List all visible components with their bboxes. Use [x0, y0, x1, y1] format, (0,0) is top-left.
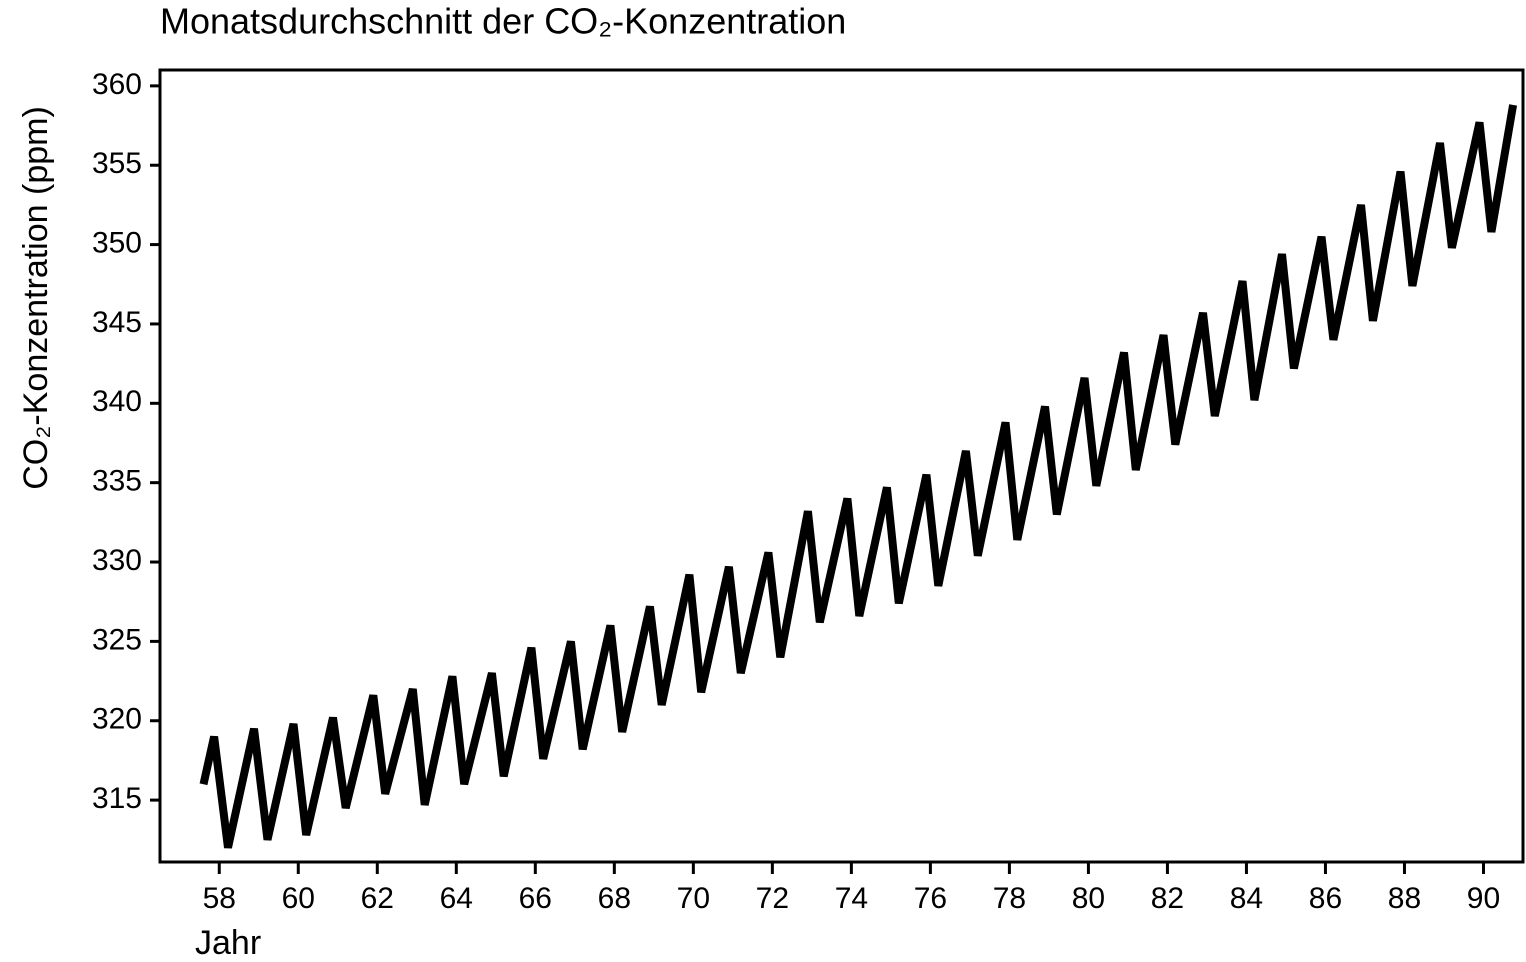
y-axis-label: CO₂-Konzentration (ppm): [17, 106, 55, 490]
x-tick-label: 68: [598, 882, 631, 915]
y-tick-label: 350: [92, 227, 142, 260]
x-tick-label: 62: [361, 882, 394, 915]
x-tick-label: 72: [756, 882, 789, 915]
y-tick-label: 360: [92, 68, 142, 101]
x-tick-label: 74: [835, 882, 868, 915]
chart-title: Monatsdurchschnitt der CO₂-Konzentration: [160, 1, 846, 42]
y-tick-label: 335: [92, 465, 142, 498]
y-tick-label: 325: [92, 623, 142, 656]
x-tick-label: 82: [1151, 882, 1184, 915]
x-tick-label: 76: [914, 882, 947, 915]
y-tick-label: 340: [92, 385, 142, 418]
x-tick-label: 84: [1230, 882, 1263, 915]
plot-frame: [158, 68, 1525, 864]
x-tick-label: 60: [282, 882, 315, 915]
x-tick-label: 64: [440, 882, 473, 915]
x-tick-label: 90: [1467, 882, 1500, 915]
y-tick-label: 330: [92, 544, 142, 577]
x-tick-label: 80: [1072, 882, 1105, 915]
x-tick-label: 88: [1388, 882, 1421, 915]
x-tick-label: 78: [993, 882, 1026, 915]
y-tick-label: 345: [92, 306, 142, 339]
data-line: [199, 104, 1518, 849]
x-axis-label: Jahr: [195, 924, 261, 962]
x-tick-label: 58: [203, 882, 236, 915]
y-tick-label: 315: [92, 782, 142, 815]
y-tick-label: 355: [92, 147, 142, 180]
y-tick-label: 320: [92, 703, 142, 736]
x-tick-label: 66: [519, 882, 552, 915]
x-tick-label: 86: [1309, 882, 1342, 915]
x-tick-label: 70: [677, 882, 710, 915]
